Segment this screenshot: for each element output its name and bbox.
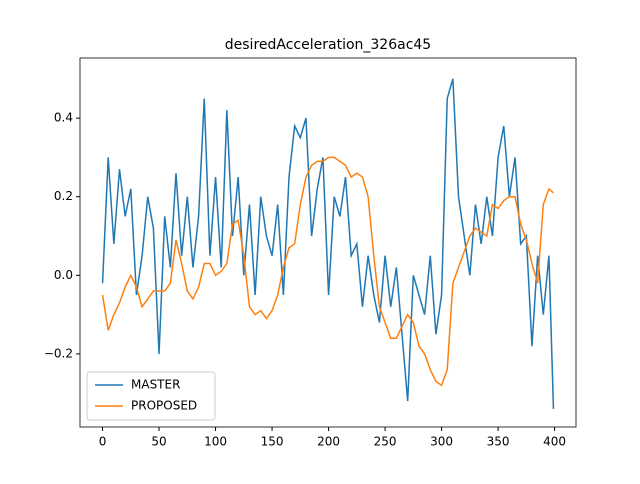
legend-label: MASTER — [131, 378, 180, 392]
line-series — [101, 156, 554, 387]
x-tick-label: 300 — [430, 435, 453, 449]
x-tick-label: 400 — [543, 435, 566, 449]
x-tick-label: 0 — [99, 435, 107, 449]
x-tick-label: 100 — [204, 435, 227, 449]
y-tick-label: 0.0 — [54, 268, 73, 282]
legend-label: PROPOSED — [131, 399, 197, 413]
line-series — [101, 78, 555, 409]
x-tick-label: 50 — [151, 435, 166, 449]
y-tick-label: 0.2 — [54, 189, 73, 203]
y-tick-label: −0.2 — [44, 346, 73, 360]
y-tick-label: 0.4 — [54, 111, 73, 125]
legend-box — [86, 371, 216, 421]
chart-title: desiredAcceleration_326ac45 — [225, 37, 431, 53]
x-tick-label: 250 — [374, 435, 397, 449]
x-tick-label: 200 — [317, 435, 340, 449]
plot-frame — [79, 57, 577, 428]
legend: MASTER PROPOSED — [86, 371, 216, 421]
x-tick-label: 350 — [487, 435, 510, 449]
x-tick-label: 150 — [261, 435, 284, 449]
